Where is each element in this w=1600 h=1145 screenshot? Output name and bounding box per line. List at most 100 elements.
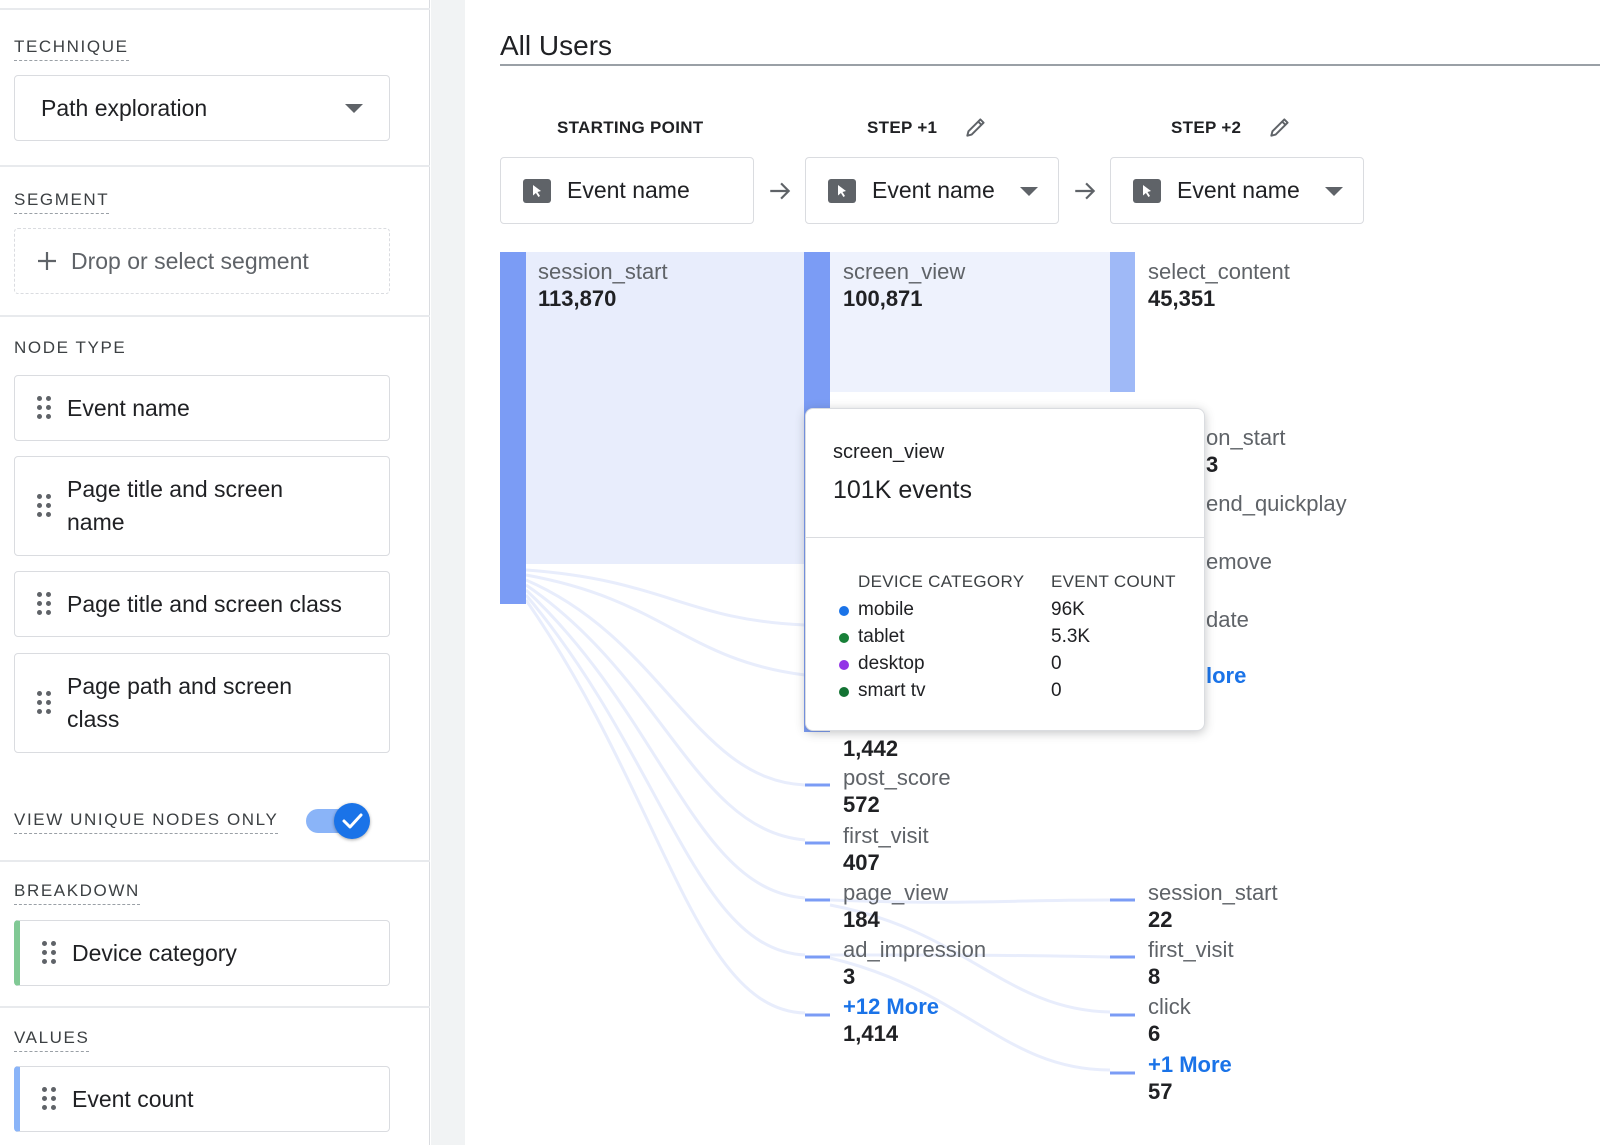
flow-link	[829, 898, 1111, 904]
node-name[interactable]: click	[1148, 994, 1191, 1019]
node-value: 6	[1148, 1021, 1161, 1046]
unique-nodes-toggle[interactable]	[306, 803, 370, 839]
node-value: 100,871	[843, 286, 923, 311]
node-name[interactable]: select_content	[1148, 259, 1290, 284]
legend-dot	[839, 687, 849, 697]
drag-handle-icon[interactable]	[42, 1087, 58, 1111]
flow-link	[525, 573, 806, 677]
node-value: 407	[843, 850, 880, 875]
node-tooltip: screen_view 101K events DEVICE CATEGORY …	[805, 408, 1205, 731]
more-link[interactable]: lore	[1206, 663, 1247, 688]
divider	[0, 1006, 430, 1008]
step1-value: Event name	[872, 177, 995, 203]
device-count: 0	[1051, 653, 1062, 674]
node-value: 3	[843, 964, 856, 989]
drag-handle-icon[interactable]	[42, 941, 58, 965]
node-type-item-label: Page title and screen name	[67, 476, 284, 535]
node-value: 8	[1148, 964, 1161, 989]
node-type-item[interactable]: Page title and screen class	[14, 571, 390, 637]
starting-point-value: Event name	[567, 177, 690, 203]
flow-link	[526, 252, 804, 564]
node-type-item-label: Page path and screen class	[67, 673, 293, 732]
path-flow-diagram	[500, 252, 1135, 1075]
step2-value: Event name	[1177, 177, 1300, 203]
drag-handle-icon[interactable]	[37, 396, 53, 420]
node-value: 113,870	[538, 286, 617, 311]
segment-drop-zone[interactable]: Drop or select segment	[14, 228, 390, 294]
more-link[interactable]: +12 More	[843, 994, 939, 1019]
node-value: 57	[1148, 1079, 1173, 1104]
flow-link	[525, 583, 806, 842]
flow-link	[524, 588, 806, 900]
node-value: 184	[843, 907, 880, 932]
node-name[interactable]: emove	[1206, 549, 1273, 574]
node-name[interactable]: session_start	[538, 259, 668, 284]
plus-icon	[38, 252, 56, 270]
node-type-item[interactable]: Event name	[14, 375, 390, 441]
device-count: 5.3K	[1051, 626, 1091, 647]
values-chip[interactable]: Event count	[14, 1066, 390, 1132]
node-name[interactable]: post_score	[843, 765, 951, 790]
flow-link	[829, 956, 1111, 1072]
device-name: smart tv	[858, 680, 926, 701]
node-name[interactable]: end_quickplay	[1206, 491, 1347, 516]
unique-nodes-label: VIEW UNIQUE NODES ONLY	[14, 810, 279, 834]
node-name[interactable]: ad_impression	[843, 937, 987, 962]
technique-label: TECHNIQUE	[14, 37, 129, 61]
pencil-icon[interactable]	[1267, 114, 1293, 140]
node-name[interactable]: date	[1206, 607, 1249, 632]
node-name[interactable]: first_visit	[843, 823, 929, 848]
starting-point-select[interactable]: Event name	[500, 157, 754, 224]
breakdown-value: Device category	[72, 939, 237, 966]
flow-link	[524, 599, 806, 1015]
values-label: VALUES	[14, 1028, 90, 1052]
device-count: 0	[1051, 680, 1062, 701]
more-link[interactable]: +1 More	[1148, 1052, 1232, 1077]
divider	[0, 860, 430, 862]
step-label-1: STEP +1	[867, 118, 938, 137]
technique-select[interactable]: Path exploration	[14, 75, 390, 141]
node-name[interactable]: screen_view	[843, 259, 966, 284]
step-label-2: STEP +2	[1171, 118, 1242, 137]
node-name[interactable]: page_view	[843, 880, 949, 905]
chevron-down-icon	[1020, 186, 1038, 196]
flow-link	[525, 568, 806, 627]
drag-handle-icon[interactable]	[37, 494, 53, 518]
node-type-item[interactable]: Page path and screen class	[14, 653, 390, 753]
exploration-canvas: All Users STARTING POINT STEP +1 STEP +2…	[465, 0, 1600, 1145]
cursor-icon	[523, 178, 551, 203]
values-value: Event count	[72, 1085, 194, 1112]
segment-label: SEGMENT	[14, 190, 110, 214]
tooltip-col-count: EVENT COUNT	[1051, 572, 1176, 591]
divider	[0, 8, 430, 10]
technique-value: Path exploration	[41, 94, 208, 121]
step1-select[interactable]: Event name	[805, 157, 1059, 224]
pencil-icon[interactable]	[963, 114, 989, 140]
divider	[0, 315, 430, 317]
step2-select[interactable]: Event name	[1110, 157, 1364, 224]
segment-title: All Users	[500, 30, 613, 61]
node-value: 3	[1206, 452, 1219, 477]
node-name[interactable]: on_start	[1206, 425, 1286, 450]
node-value: 572	[843, 792, 880, 817]
flow-link	[829, 903, 1111, 1014]
node-value: 22	[1148, 907, 1173, 932]
panel-gutter	[431, 0, 465, 1145]
arrow-right-icon	[770, 182, 791, 200]
breakdown-chip[interactable]: Device category	[14, 920, 390, 986]
drag-handle-icon[interactable]	[37, 691, 53, 715]
node-name[interactable]: session_start	[1148, 880, 1278, 905]
flow-link	[525, 578, 806, 787]
arrow-right-icon	[1075, 182, 1096, 200]
device-count: 96K	[1051, 599, 1085, 620]
device-name: mobile	[858, 599, 914, 620]
node-value: 1,442	[843, 736, 899, 761]
node-type-label: NODE TYPE	[14, 338, 127, 357]
node-type-item[interactable]: Page title and screen name	[14, 456, 390, 556]
device-name: tablet	[858, 626, 905, 647]
segment-placeholder: Drop or select segment	[71, 247, 309, 274]
tooltip-col-device: DEVICE CATEGORY	[858, 572, 1025, 591]
tooltip-total: 101K events	[833, 476, 972, 504]
node-name[interactable]: first_visit	[1148, 937, 1234, 962]
drag-handle-icon[interactable]	[37, 592, 53, 616]
